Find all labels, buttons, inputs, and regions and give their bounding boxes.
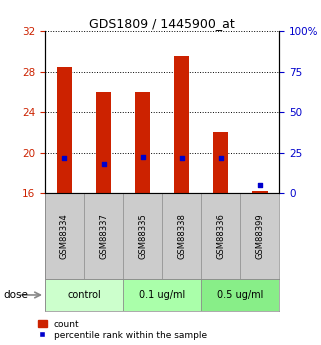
Point — [257, 182, 262, 188]
Text: control: control — [67, 290, 101, 300]
Bar — [96, 92, 111, 193]
Bar — [252, 191, 267, 193]
Point — [179, 155, 184, 160]
Bar — [123, 279, 201, 311]
Text: GSM88337: GSM88337 — [99, 214, 108, 259]
Text: GSM88335: GSM88335 — [138, 214, 147, 259]
Legend: count, percentile rank within the sample: count, percentile rank within the sample — [37, 319, 208, 341]
Point — [101, 161, 106, 167]
Bar — [45, 279, 123, 311]
Bar — [213, 132, 229, 193]
Text: GSM88338: GSM88338 — [177, 214, 186, 259]
Bar — [201, 279, 279, 311]
Point — [62, 155, 67, 160]
Text: 0.1 ug/ml: 0.1 ug/ml — [139, 290, 185, 300]
Bar — [135, 92, 150, 193]
Title: GDS1809 / 1445900_at: GDS1809 / 1445900_at — [89, 17, 235, 30]
Bar — [174, 56, 189, 193]
Text: GSM88334: GSM88334 — [60, 214, 69, 259]
Text: dose: dose — [3, 290, 28, 300]
Text: GSM88336: GSM88336 — [216, 214, 225, 259]
Text: 0.5 ug/ml: 0.5 ug/ml — [217, 290, 264, 300]
Text: GSM88399: GSM88399 — [255, 214, 264, 259]
Point — [140, 154, 145, 159]
Point — [218, 155, 223, 160]
Bar — [56, 67, 72, 193]
